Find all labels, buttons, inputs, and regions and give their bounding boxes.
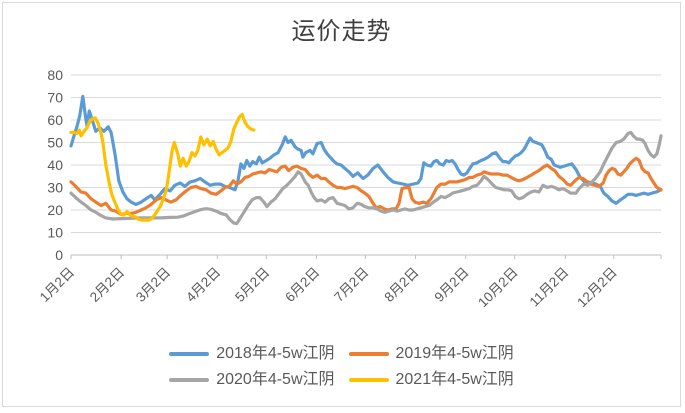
series-line-2021年4-5w江阴[interactable]: [69, 112, 256, 222]
legend-item-2018[interactable]: 2018年4-5w江阴: [169, 344, 335, 363]
legend-swatch-2020-icon: [169, 377, 210, 382]
y-axis-label: 10: [47, 225, 63, 241]
legend-swatch-2019-icon: [348, 351, 389, 356]
x-axis-label: 9月2日: [432, 265, 472, 305]
y-axis-label: 60: [47, 112, 63, 128]
y-axis-label: 50: [47, 135, 63, 151]
x-axis-label: 2月2日: [87, 265, 127, 305]
legend-label-2018: 2018年4-5w江阴: [216, 345, 335, 362]
chart-panel[interactable]: 0 10 20 30 40 50 60 70 80 1月2日 2月2日 3月2日 4月2日 5月2日 6月2…: [2, 2, 681, 407]
x-axis-label: 11月2日: [527, 265, 572, 310]
x-axis-label: 1月2日: [37, 265, 77, 305]
y-axis-label: 70: [47, 90, 63, 106]
x-axis-label: 10月2日: [475, 265, 521, 311]
y-axis-label: 0: [55, 247, 63, 263]
series-line-2018年4-5w江阴[interactable]: [69, 94, 663, 206]
x-axis-label: 5月2日: [232, 265, 272, 305]
y-axis-label: 20: [47, 202, 63, 218]
legend-item-2019[interactable]: 2019年4-5w江阴: [348, 344, 514, 363]
y-axis-label: 80: [47, 67, 63, 83]
legend-label-2020: 2020年4-5w江阴: [216, 371, 335, 388]
chart-title: 运价走势: [291, 18, 392, 45]
y-axis-label: 30: [47, 180, 63, 196]
plot-area: 0 10 20 30 40 50 60 70 80 1月2日 2月2日 3月2日 4月2日 5月2日 6月2…: [37, 67, 663, 311]
x-axis-label: 6月2日: [282, 265, 322, 305]
legend-label-2019: 2019年4-5w江阴: [395, 345, 514, 362]
legend-swatch-2018-icon: [169, 351, 210, 356]
x-axis-label: 3月2日: [133, 265, 173, 305]
legend-label-2021: 2021年4-5w江阴: [395, 371, 514, 388]
x-axis-label: 4月2日: [183, 265, 223, 305]
chart-legend: 2018年4-5w江阴 2019年4-5w江阴 2020年4-5w江阴 2021…: [3, 344, 680, 389]
legend-swatch-2021-icon: [348, 377, 389, 382]
legend-item-2020[interactable]: 2020年4-5w江阴: [169, 370, 335, 389]
x-axis-label: 12月2日: [574, 265, 620, 311]
legend-item-2021[interactable]: 2021年4-5w江阴: [348, 370, 514, 389]
y-axis-label: 40: [47, 157, 63, 173]
x-axis-label: 8月2日: [381, 265, 421, 305]
x-axis-label: 7月2日: [331, 265, 371, 305]
series-line-2020年4-5w江阴[interactable]: [69, 130, 663, 226]
